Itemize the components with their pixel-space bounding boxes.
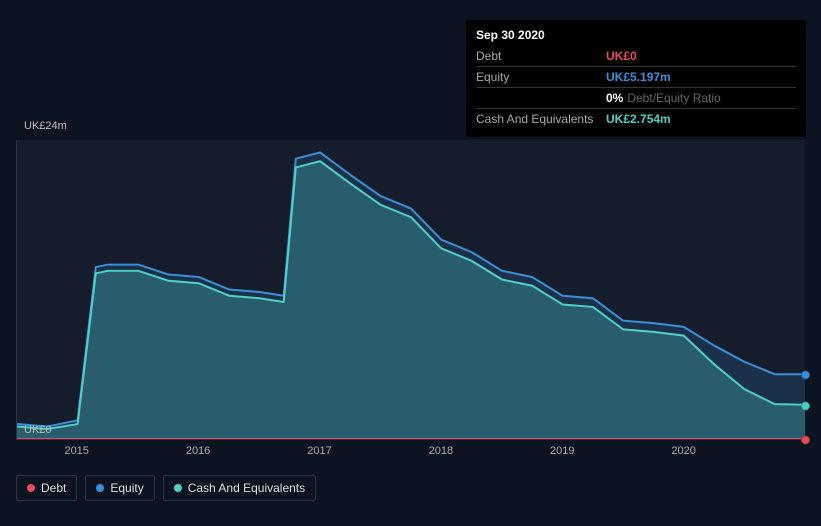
legend-dot bbox=[174, 484, 182, 492]
tooltip-row: EquityUK£5.197m bbox=[476, 66, 796, 87]
series-end-marker bbox=[801, 436, 810, 445]
tooltip-row-value: UK£2.754m bbox=[606, 112, 671, 126]
tooltip-row: Cash And EquivalentsUK£2.754m bbox=[476, 108, 796, 129]
tooltip-row: DebtUK£0 bbox=[476, 46, 796, 66]
x-axis-tick: 2019 bbox=[550, 445, 574, 457]
tooltip-row-label: Equity bbox=[476, 70, 606, 84]
x-axis-tick: 2017 bbox=[307, 445, 331, 457]
y-axis-bottom-label: UK£0 bbox=[24, 424, 52, 436]
tooltip-row-suffix: Debt/Equity Ratio bbox=[627, 91, 720, 105]
tooltip-row-value: UK£0 bbox=[606, 49, 637, 63]
series-end-marker bbox=[801, 401, 810, 410]
chart-tooltip: Sep 30 2020 DebtUK£0EquityUK£5.197m0%Deb… bbox=[466, 20, 806, 137]
tooltip-row-value: 0% bbox=[606, 91, 623, 105]
tooltip-row: 0% Debt/Equity Ratio bbox=[476, 87, 796, 108]
legend-item-cash-and-equivalents[interactable]: Cash And Equivalents bbox=[163, 475, 316, 501]
legend-label: Equity bbox=[110, 481, 143, 495]
series-end-marker bbox=[801, 371, 810, 380]
legend-item-debt[interactable]: Debt bbox=[16, 475, 77, 501]
x-axis-tick: 2020 bbox=[671, 445, 695, 457]
x-axis-tick: 2015 bbox=[64, 445, 88, 457]
tooltip-row-value: UK£5.197m bbox=[606, 70, 671, 84]
x-axis-tick: 2018 bbox=[429, 445, 453, 457]
plot-area[interactable] bbox=[16, 140, 805, 440]
legend-dot bbox=[96, 484, 104, 492]
legend-dot bbox=[27, 484, 35, 492]
tooltip-date: Sep 30 2020 bbox=[476, 28, 796, 46]
tooltip-row-label: Cash And Equivalents bbox=[476, 112, 606, 126]
y-axis-top-label: UK£24m bbox=[24, 120, 67, 132]
legend-label: Debt bbox=[41, 481, 66, 495]
chart-legend: Debt Equity Cash And Equivalents bbox=[16, 475, 316, 501]
x-axis-tick: 2016 bbox=[186, 445, 210, 457]
tooltip-row-label bbox=[476, 91, 606, 105]
tooltip-row-label: Debt bbox=[476, 49, 606, 63]
x-axis: 2015 2016 2017 2018 2019 2020 bbox=[16, 445, 805, 465]
legend-item-equity[interactable]: Equity bbox=[85, 475, 154, 501]
legend-label: Cash And Equivalents bbox=[188, 481, 305, 495]
